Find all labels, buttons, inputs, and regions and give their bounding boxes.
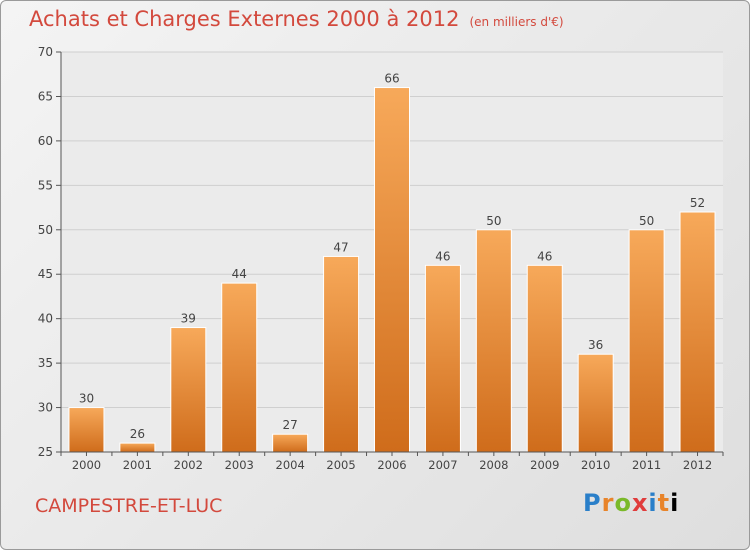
bar-value-label: 47: [333, 240, 348, 254]
bar-2009: [526, 264, 563, 453]
y-tick-label: 25: [38, 445, 53, 459]
x-tick-label: 2009: [530, 458, 559, 472]
bar-value-label: 39: [181, 312, 196, 326]
x-tick-label: 2002: [174, 458, 203, 472]
bar-value-label: 46: [435, 249, 450, 263]
bar-value-label: 30: [79, 392, 94, 406]
bar-value-label: 66: [384, 72, 399, 86]
bar-value-label: 27: [283, 418, 298, 432]
bar-2010: [577, 353, 614, 453]
y-tick-label: 60: [38, 134, 53, 148]
bar-2007: [424, 264, 461, 453]
x-tick-label: 2007: [428, 458, 457, 472]
bar-2005: [323, 255, 360, 453]
bar-2002: [170, 327, 207, 453]
bar-2004: [272, 433, 309, 453]
x-tick-label: 2001: [123, 458, 152, 472]
logo-letter: o: [614, 489, 632, 517]
bar-value-label: 50: [639, 214, 654, 228]
x-tick-label: 2011: [632, 458, 661, 472]
logo-letter: i: [670, 489, 680, 517]
logo-letter: x: [631, 489, 649, 517]
bar-value-label: 50: [486, 214, 501, 228]
chart-title-text: Achats et Charges Externes 2000 à 2012: [29, 7, 460, 31]
town-name: CAMPESTRE-ET-LUC: [35, 495, 223, 517]
bar-2003: [221, 282, 258, 453]
bar-value-label: 36: [588, 338, 603, 352]
bar-value-label: 46: [537, 249, 552, 263]
bar-value-label: 52: [690, 196, 705, 210]
y-tick-label: 50: [38, 223, 53, 237]
y-tick-label: 55: [38, 178, 53, 192]
bar-2011: [628, 229, 665, 453]
logo-letter: i: [648, 489, 658, 517]
bar-2012: [679, 211, 716, 453]
chart-subtitle: (en milliers d'€): [469, 15, 564, 29]
logo-letter: r: [601, 489, 615, 517]
x-tick-label: 2006: [377, 458, 406, 472]
x-tick-label: 2003: [225, 458, 254, 472]
logo-letter: t: [657, 489, 671, 517]
y-tick-label: 70: [38, 45, 53, 59]
bar-2000: [68, 407, 105, 453]
bar-value-label: 26: [130, 427, 145, 441]
x-tick-label: 2000: [72, 458, 101, 472]
x-tick-label: 2008: [479, 458, 508, 472]
x-tick-label: 2010: [581, 458, 610, 472]
x-tick-label: 2012: [683, 458, 712, 472]
x-tick-label: 2005: [326, 458, 355, 472]
chart-title: Achats et Charges Externes 2000 à 2012 (e…: [29, 7, 564, 31]
y-tick-label: 65: [38, 89, 53, 103]
bar-2006: [374, 87, 410, 453]
x-tick-label: 2004: [276, 458, 305, 472]
bar-2001: [119, 442, 156, 453]
bar-value-label: 44: [232, 267, 247, 281]
y-tick-label: 45: [38, 267, 53, 281]
bar-2008: [475, 229, 512, 453]
y-tick-label: 35: [38, 356, 53, 370]
y-tick-label: 30: [38, 401, 53, 415]
proxiti-logo: Proxiti: [583, 489, 679, 517]
logo-letter: P: [583, 489, 602, 517]
y-tick-label: 40: [38, 312, 53, 326]
